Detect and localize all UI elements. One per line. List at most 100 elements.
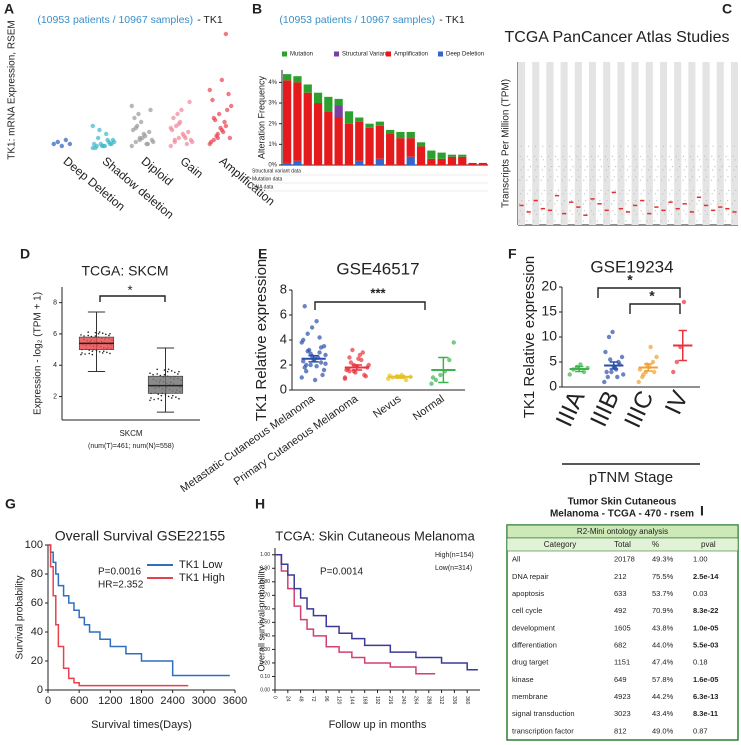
x-tick-label: 264 (413, 696, 419, 705)
scatter-dot (671, 166, 673, 168)
scatter-dot (656, 200, 658, 202)
scatter-dot (591, 169, 593, 171)
scatter-dot (647, 193, 649, 195)
data-point (648, 344, 653, 350)
table-cell: 43.8% (652, 623, 674, 632)
scatter-dot (662, 169, 664, 171)
scatter-dot (626, 155, 628, 157)
scatter-dot (639, 220, 641, 222)
scatter-dot (656, 159, 658, 161)
stripe (674, 62, 682, 225)
scatter-dot (683, 210, 685, 212)
scatter-dot (675, 179, 677, 181)
data-point (567, 372, 572, 377)
data-point (176, 135, 182, 141)
data-point (63, 137, 69, 143)
table-cell: 4923 (614, 692, 631, 701)
scatter-dot (633, 193, 635, 195)
bar-segment (458, 154, 467, 157)
y-tick-label: 8 (280, 281, 287, 296)
scatter-dot (533, 203, 535, 205)
data-point (299, 340, 304, 345)
table-cell: 49.0% (652, 726, 674, 735)
scatter-dot (669, 169, 671, 171)
scatter-dot (634, 200, 636, 202)
table-cell: 6.3e-13 (693, 692, 718, 701)
y-tick-label: 0 (280, 381, 287, 396)
y-axis-label: TK1: mRNA Expression, RSEM (7, 20, 18, 159)
y-axis-label: Overall survival probability (256, 566, 266, 672)
scatter-dot (619, 169, 621, 171)
y-tick-label: 10 (541, 328, 557, 344)
data-point (91, 141, 97, 147)
scatter-dot (562, 155, 564, 157)
table-cell: 649 (614, 675, 627, 684)
panel-letter: C (722, 1, 732, 17)
scatter-dot (611, 155, 614, 157)
scatter-dot (525, 203, 528, 205)
scatter-dot (533, 220, 535, 222)
scatter-dot (698, 145, 700, 147)
scatter-dot (549, 176, 552, 178)
scatter-dot (684, 176, 687, 178)
data-point (305, 349, 310, 354)
scatter-dot (518, 220, 521, 222)
y-tick-label: 0.70 (260, 593, 270, 599)
scatter-dot (606, 200, 608, 202)
data-point (67, 141, 73, 147)
table-cell: 47.4% (652, 658, 674, 667)
scatter-dot (611, 220, 613, 222)
scatter-dot (690, 210, 692, 212)
bar-segment (355, 117, 364, 122)
scatter-dot (547, 179, 549, 181)
scatter-dot (557, 176, 559, 178)
table-cell: 812 (614, 726, 627, 735)
scatter-dot (677, 159, 679, 161)
scatter-dot (568, 220, 570, 222)
scatter-dot (520, 169, 522, 171)
scatter-dot (575, 203, 577, 205)
data-point (147, 129, 152, 135)
scatter-dot (697, 210, 699, 212)
scatter-dot (732, 155, 734, 157)
jitter-dot (80, 334, 82, 336)
scatter-dot (692, 189, 694, 191)
scatter-dot (719, 145, 721, 147)
chart-title: (10953 patients / 10967 samples) - TK1 (279, 14, 465, 26)
x-tick-label: Gain (178, 154, 206, 181)
scatter-dot (727, 159, 729, 161)
scatter-dot (607, 189, 609, 191)
scatter-dot (620, 200, 622, 202)
y-tick-label: 4% (268, 80, 277, 86)
stripe (730, 62, 738, 225)
data-point (317, 335, 322, 340)
data-point (223, 123, 229, 129)
bar-segment (386, 134, 395, 165)
panel-letter: D (20, 246, 30, 262)
scatter-dot (606, 176, 608, 178)
scatter-dot (542, 200, 544, 202)
scatter-dot (643, 166, 645, 168)
scatter-dot (640, 193, 642, 195)
scatter-dot (676, 145, 679, 147)
scatter-dot (712, 169, 714, 171)
scatter-dot (670, 159, 672, 161)
data-point (323, 352, 328, 358)
scatter-dot (663, 213, 666, 215)
y-tick-label: 1.00 (260, 552, 270, 558)
table-title: Tumor Skin Cutaneous (568, 497, 677, 508)
jitter-dot (170, 370, 173, 372)
jitter-dot (101, 352, 104, 354)
jitter-dot (87, 334, 90, 337)
scatter-dot (720, 213, 722, 215)
scatter-dot (685, 189, 687, 191)
x-tick-label: 144 (349, 696, 355, 705)
scatter-dot (540, 203, 542, 205)
data-point (609, 369, 614, 375)
data-point (366, 362, 371, 368)
x-axis-label: SKCM (119, 429, 142, 438)
scatter-dot (712, 145, 714, 147)
scatter-dot (667, 220, 670, 222)
scatter-dot (547, 203, 549, 205)
scatter-dot (612, 193, 614, 195)
